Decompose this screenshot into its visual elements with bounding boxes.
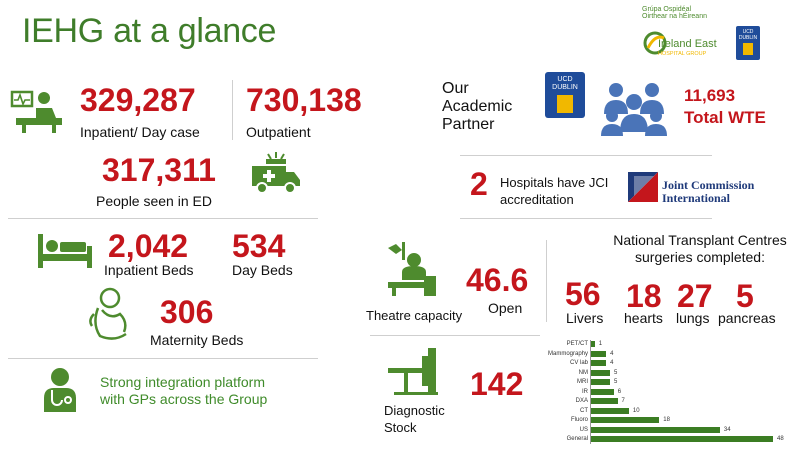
bar: [591, 379, 610, 385]
bar-category-label: CV lab: [569, 360, 588, 366]
bar-value-label: 34: [723, 426, 731, 433]
ucd-harp-icon: [743, 43, 753, 55]
divider-right-1: [460, 155, 712, 156]
transplant-hearts-value: 18: [626, 278, 662, 314]
page-title: IEHG at a glance: [22, 12, 277, 50]
divider-vertical-2: [546, 240, 547, 322]
transplant-livers-value: 56: [565, 276, 601, 312]
divider-right-3: [370, 335, 540, 336]
bar-value-label: 1: [598, 341, 603, 347]
integration-text: Strong integration platform with GPs acr…: [100, 374, 268, 407]
ucd-logo-partner-text: UCD DUBLIN: [552, 76, 578, 91]
logo-name-main: Ireland East: [658, 38, 717, 50]
ucd-logo-top-text: UCD DUBLIN: [738, 29, 758, 41]
bar: [591, 407, 629, 414]
bar-category-label: NM: [578, 369, 588, 376]
transplant-pancreas-value: 5: [736, 278, 754, 314]
diagnostic-value: 142: [470, 366, 524, 402]
bar-category-label: Mammography: [547, 350, 588, 357]
bar-category-label: PET/CT: [566, 341, 588, 347]
bar: [591, 360, 607, 366]
transplant-heading: National Transplant Centres surgeries co…: [613, 232, 787, 265]
wte-label: Total WTE: [684, 108, 766, 127]
jci-label: Hospitals have JCI accreditation: [500, 175, 609, 207]
transplant-hearts-label: hearts: [624, 310, 663, 326]
bar-value-label: 10: [632, 407, 640, 414]
bar: [591, 398, 618, 404]
logo-irish-line1: Grúpa Ospidéal: [642, 6, 692, 13]
bar: [591, 417, 660, 423]
ambulance-icon: [252, 152, 300, 194]
bar-category-label: MRI: [577, 379, 588, 385]
divider-left-2: [8, 358, 318, 359]
bar: [591, 388, 614, 395]
bar-category-label: US: [579, 426, 588, 433]
bar-category-label: Fluoro: [570, 417, 588, 423]
jci-logo-line2: International: [662, 191, 731, 205]
ucd-logo-top: UCD DUBLIN: [736, 26, 760, 60]
patient-monitor-icon: [10, 90, 62, 133]
bar-value-label: 6: [617, 388, 622, 395]
surgeon-icon: [388, 242, 436, 296]
theatre-caption: Theatre capacity: [366, 308, 463, 323]
bar-value-label: 4: [610, 350, 614, 357]
logo-irish-line2: Oirthear na hÉireann: [642, 13, 707, 20]
outpatient-value: 730,138: [246, 82, 362, 118]
inpatient-label: Inpatient/ Day case: [80, 124, 200, 140]
bed-icon: [38, 234, 92, 268]
outpatient-label: Outpatient: [246, 124, 311, 140]
divider-left-1: [8, 218, 318, 219]
bar-category-label: DXA: [575, 398, 588, 404]
transplant-pancreas-label: pancreas: [718, 310, 776, 326]
ed-value: 317,311: [102, 152, 216, 188]
ucd-logo-partner: UCD DUBLIN: [545, 72, 585, 118]
day-beds-value: 534: [232, 228, 286, 264]
jci-logo-line1: Joint Commission: [662, 178, 755, 192]
academic-partner-text: Our Academic Partner: [442, 80, 513, 133]
divider-vertical-1: [232, 80, 233, 140]
bar: [591, 341, 595, 347]
day-beds-label: Day Beds: [232, 262, 293, 278]
gp-doctor-icon: [44, 368, 76, 412]
scanner-icon: [388, 348, 438, 395]
chart-axis: [590, 340, 591, 444]
bar-value-label: 7: [621, 398, 625, 404]
ieh-logo: Grúpa Ospidéal Oirthear na hÉireann Irel…: [642, 6, 742, 57]
ed-label: People seen in ED: [96, 193, 212, 209]
bar-value-label: 4: [610, 360, 614, 366]
bar-category-label: General: [566, 436, 588, 442]
transplant-lungs-label: lungs: [676, 310, 710, 326]
bar-category-label: CT: [580, 407, 588, 414]
baby-icon: [89, 287, 127, 340]
theatre-open-label: Open: [488, 300, 523, 316]
diagnostic-caption: Diagnostic Stock: [384, 403, 445, 435]
bar-value-label: 5: [613, 379, 618, 385]
bar: [591, 436, 773, 442]
jci-logo: Joint Commission International: [628, 172, 778, 205]
inpatient-value: 329,287: [80, 82, 196, 118]
ucd-partner-harp-icon: [557, 95, 573, 113]
logo-swoosh-icon: [643, 31, 667, 55]
bar: [591, 350, 607, 357]
bar-value-label: 5: [613, 369, 618, 376]
logo-name-sub: HOSPITAL GROUP: [658, 51, 707, 57]
inpatient-beds-label: Inpatient Beds: [104, 262, 194, 278]
wte-value: 11,693: [684, 86, 736, 105]
divider-right-2: [460, 218, 712, 219]
bar: [591, 426, 720, 433]
bar: [591, 369, 610, 376]
maternity-beds-label: Maternity Beds: [150, 332, 244, 348]
jci-flag-icon: [628, 172, 658, 202]
inpatient-beds-value: 2,042: [108, 228, 189, 264]
diagnostic-bar-chart: PET/CT 1 Mammography 4 CV lab 4 NM 5 MRI 5 IR 6 DXA 7…: [528, 340, 798, 446]
bar-value-label: 18: [663, 417, 670, 423]
theatre-value: 46.6: [466, 262, 529, 298]
transplant-lungs-value: 27: [677, 278, 713, 314]
bar-value-label: 48: [777, 436, 784, 442]
jci-value: 2: [470, 166, 488, 202]
bar-category-label: IR: [582, 388, 588, 395]
maternity-beds-value: 306: [160, 294, 214, 330]
people-group-icon: [601, 83, 667, 136]
transplant-livers-label: Livers: [566, 310, 604, 326]
